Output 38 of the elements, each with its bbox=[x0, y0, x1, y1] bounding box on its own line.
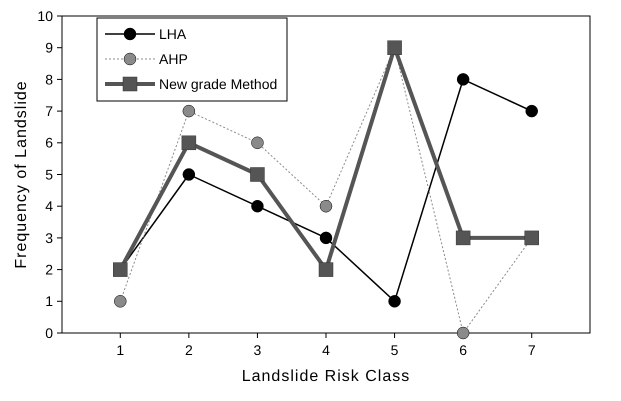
legend-label: LHA bbox=[159, 26, 187, 42]
x-tick-label: 5 bbox=[390, 342, 399, 358]
y-tick-label: 7 bbox=[45, 103, 54, 119]
point bbox=[251, 200, 264, 212]
y-tick-label: 0 bbox=[45, 324, 54, 341]
x-axis-title: Landslide Risk Class bbox=[242, 368, 410, 385]
legend-label: New grade Method bbox=[159, 76, 278, 92]
y-axis-title: Frequency of Landslide bbox=[13, 80, 30, 269]
point bbox=[525, 104, 538, 118]
point bbox=[318, 262, 334, 277]
x-tick-label: 1 bbox=[116, 342, 124, 358]
point bbox=[182, 168, 196, 181]
point bbox=[182, 104, 196, 118]
point bbox=[251, 136, 264, 150]
x-tick-label: 4 bbox=[322, 342, 330, 358]
point bbox=[114, 295, 127, 308]
y-tick-label: 3 bbox=[45, 230, 54, 246]
y-tick-label: 10 bbox=[37, 8, 54, 24]
point bbox=[320, 232, 332, 244]
y-tick-label: 8 bbox=[45, 71, 54, 88]
point bbox=[250, 167, 265, 182]
point bbox=[388, 295, 401, 308]
y-tick-label: 4 bbox=[45, 198, 54, 214]
point bbox=[456, 326, 470, 340]
y-tick-label: 2 bbox=[45, 262, 54, 278]
x-tick-label: 6 bbox=[459, 342, 468, 358]
y-tick-label: 5 bbox=[45, 166, 54, 182]
y-tick-label: 9 bbox=[45, 40, 54, 56]
point bbox=[320, 200, 332, 212]
y-tick-label: 1 bbox=[45, 293, 54, 310]
point bbox=[182, 136, 196, 150]
point bbox=[456, 73, 470, 86]
y-tick-label: 6 bbox=[45, 134, 54, 151]
point bbox=[456, 230, 470, 246]
x-tick-label: 2 bbox=[184, 342, 193, 358]
x-tick-label: 3 bbox=[254, 342, 262, 358]
x-tick-label: 7 bbox=[528, 342, 536, 358]
legend-label: AHP bbox=[159, 50, 188, 67]
